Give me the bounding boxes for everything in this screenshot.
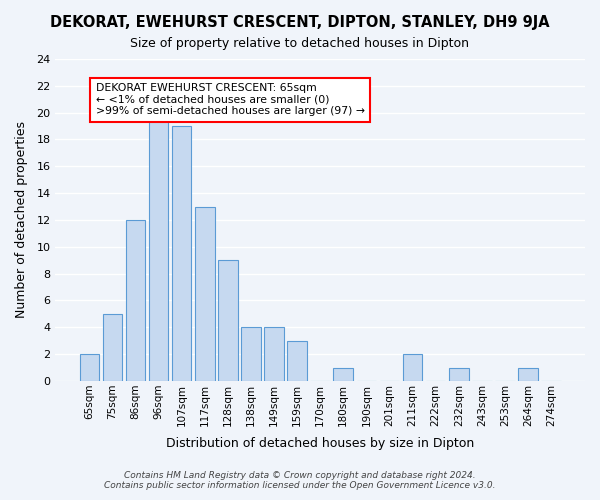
Bar: [241, 328, 261, 381]
Bar: [125, 220, 145, 381]
Text: DEKORAT, EWEHURST CRESCENT, DIPTON, STANLEY, DH9 9JA: DEKORAT, EWEHURST CRESCENT, DIPTON, STAN…: [50, 15, 550, 30]
Bar: [518, 368, 538, 381]
Bar: [264, 328, 284, 381]
X-axis label: Distribution of detached houses by size in Dipton: Distribution of detached houses by size …: [166, 437, 475, 450]
Bar: [195, 206, 215, 381]
Y-axis label: Number of detached properties: Number of detached properties: [15, 122, 28, 318]
Bar: [287, 340, 307, 381]
Text: Contains HM Land Registry data © Crown copyright and database right 2024.
Contai: Contains HM Land Registry data © Crown c…: [104, 470, 496, 490]
Bar: [403, 354, 422, 381]
Bar: [449, 368, 469, 381]
Bar: [80, 354, 99, 381]
Text: Size of property relative to detached houses in Dipton: Size of property relative to detached ho…: [131, 38, 470, 51]
Bar: [172, 126, 191, 381]
Bar: [218, 260, 238, 381]
Bar: [334, 368, 353, 381]
Text: DEKORAT EWEHURST CRESCENT: 65sqm
← <1% of detached houses are smaller (0)
>99% o: DEKORAT EWEHURST CRESCENT: 65sqm ← <1% o…: [96, 83, 365, 116]
Bar: [149, 112, 169, 381]
Bar: [103, 314, 122, 381]
